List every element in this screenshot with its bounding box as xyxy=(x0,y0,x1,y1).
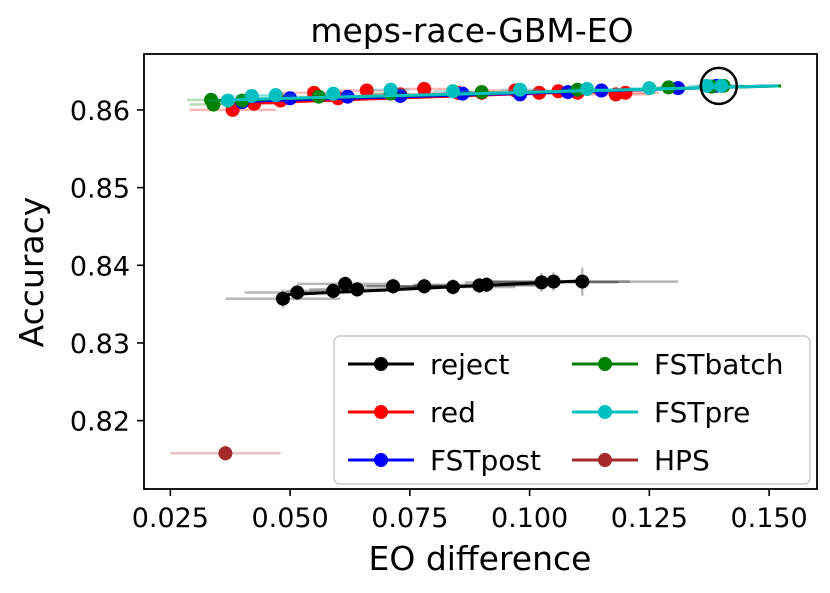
legend-label: HPS xyxy=(654,444,710,477)
data-point xyxy=(218,446,233,461)
x-tick-label: 0.125 xyxy=(611,503,688,534)
y-tick-label: 0.84 xyxy=(70,251,130,282)
legend-marker xyxy=(598,453,612,467)
x-tick-label: 0.075 xyxy=(371,503,448,534)
legend-label: FSTpre xyxy=(654,396,750,429)
data-point xyxy=(383,82,398,97)
highlight-circle xyxy=(699,66,739,106)
x-tick-label: 0.050 xyxy=(251,503,328,534)
y-tick-label: 0.82 xyxy=(70,407,130,438)
data-point xyxy=(479,277,494,292)
data-point xyxy=(338,276,353,291)
chart-title: meps-race-GBM-EO xyxy=(310,11,633,50)
legend: reject red FSTpost FSTbatch FSTpre HPS xyxy=(333,335,811,485)
legend-label: FSTpost xyxy=(430,444,541,477)
data-point xyxy=(206,97,221,112)
legend-item-reject: reject xyxy=(348,348,510,381)
y-tick-label: 0.85 xyxy=(70,174,130,205)
legend-marker xyxy=(598,357,612,371)
series-FSTpre xyxy=(208,78,779,108)
data-point xyxy=(290,285,305,300)
legend-item-FSTpre: FSTpre xyxy=(572,396,750,429)
x-tick-label: 0.150 xyxy=(730,503,807,534)
axis-ticks: 0.025 0.050 0.075 0.100 0.125 0.150 0.82 0.83 0.… xyxy=(70,96,808,534)
legend-marker xyxy=(374,453,388,467)
legend-item-HPS: HPS xyxy=(572,444,710,477)
series-layer xyxy=(170,78,782,462)
data-point xyxy=(445,84,460,99)
x-axis-label: EO difference xyxy=(369,539,592,578)
data-point xyxy=(220,93,235,108)
series-reject xyxy=(225,267,679,309)
legend-item-FSTpost: FSTpost xyxy=(348,444,541,477)
legend-marker xyxy=(374,357,388,371)
axes-frame xyxy=(143,53,818,490)
x-tick-label: 0.100 xyxy=(491,503,568,534)
y-tick-label: 0.83 xyxy=(70,329,130,360)
y-axis-label: Accuracy xyxy=(12,197,51,348)
series-line xyxy=(227,84,779,102)
legend-item-red: red xyxy=(348,396,476,429)
data-point xyxy=(326,86,341,101)
data-point xyxy=(417,279,432,294)
plot-area xyxy=(170,66,782,462)
data-point xyxy=(580,81,595,96)
data-point xyxy=(445,280,460,295)
series-HPS xyxy=(170,445,281,462)
data-point xyxy=(268,88,283,103)
data-point xyxy=(417,81,432,96)
legend-marker xyxy=(598,405,612,419)
data-point xyxy=(575,274,590,289)
legend-box xyxy=(333,335,811,485)
legend-marker xyxy=(374,405,388,419)
data-point xyxy=(714,78,729,93)
data-point xyxy=(350,282,365,297)
data-point xyxy=(244,88,259,103)
legend-item-FSTbatch: FSTbatch xyxy=(572,348,784,381)
y-tick-label: 0.86 xyxy=(70,96,130,127)
data-point xyxy=(546,274,561,289)
data-point xyxy=(386,279,401,294)
legend-label: reject xyxy=(430,348,510,381)
data-point xyxy=(326,283,341,298)
data-point xyxy=(699,78,714,93)
legend-label: FSTbatch xyxy=(654,348,784,381)
data-point xyxy=(642,81,657,96)
data-point xyxy=(534,275,549,290)
data-point xyxy=(275,291,290,306)
legend-label: red xyxy=(430,396,476,429)
x-tick-label: 0.025 xyxy=(132,503,209,534)
data-point xyxy=(359,83,374,98)
data-point xyxy=(513,82,528,97)
